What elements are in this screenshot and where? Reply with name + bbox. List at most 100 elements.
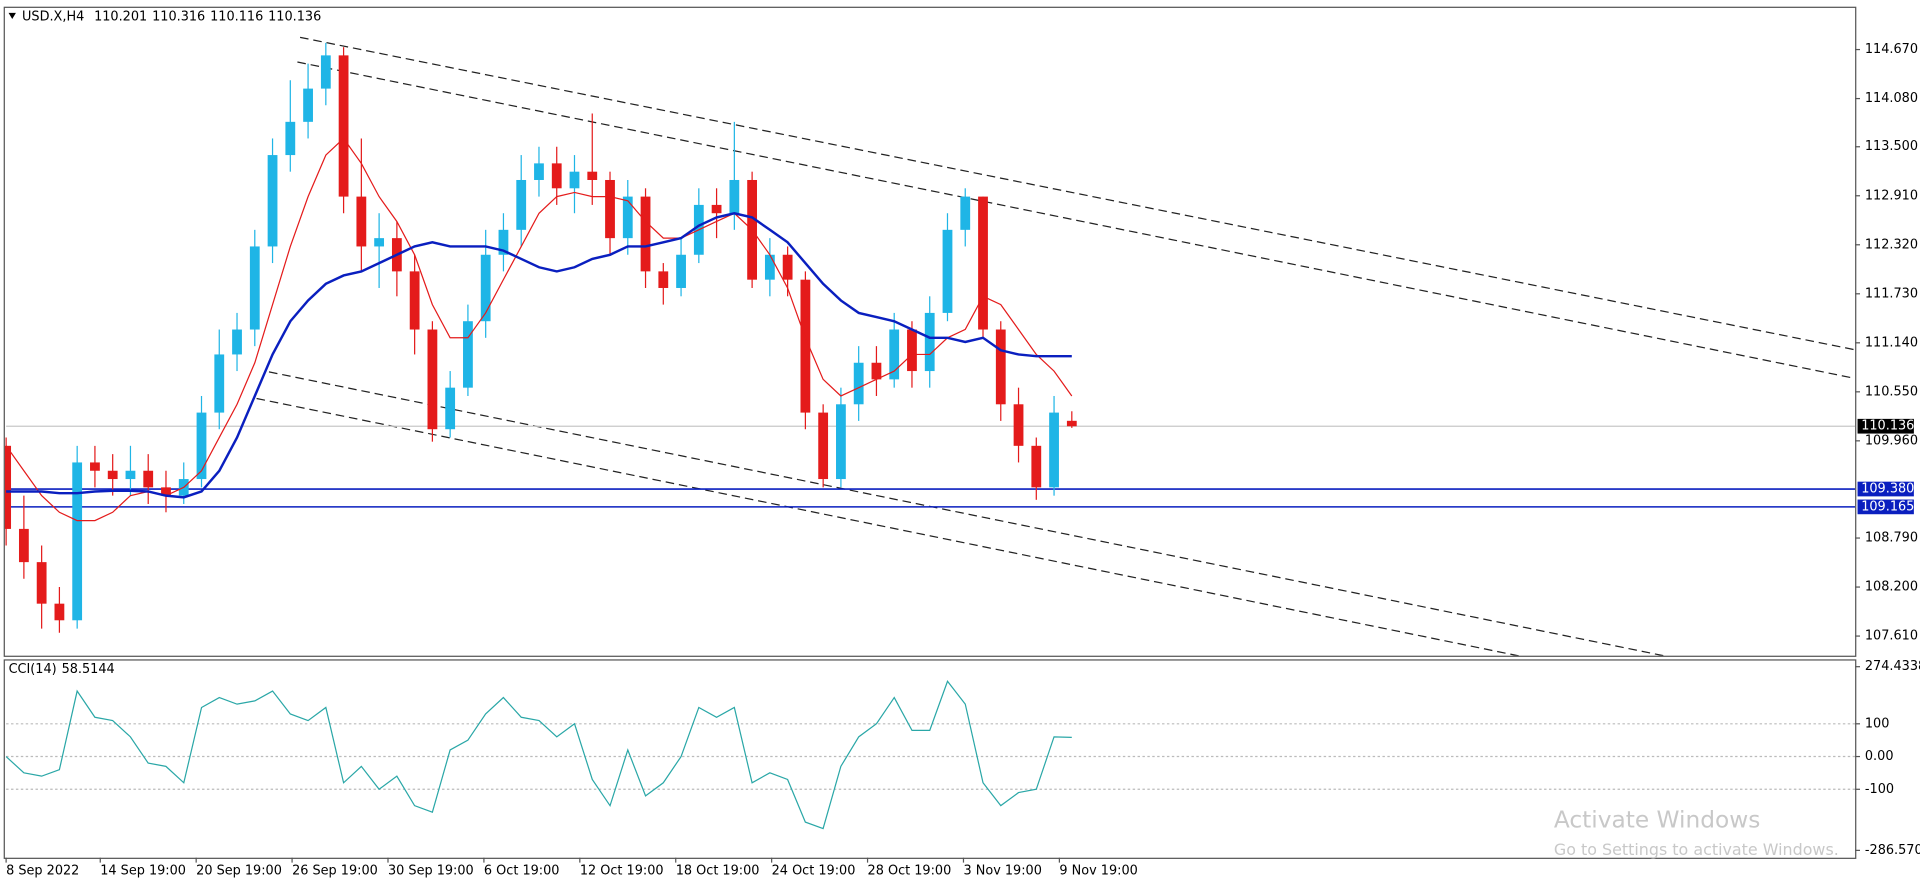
x-tick-label: 8 Sep 2022 [6,864,79,879]
candle-body [1066,420,1077,427]
candle-body [978,196,988,330]
candle-body [427,329,438,430]
y-tick-label: 108.790 [1865,531,1918,546]
level-label: 109.165 [1861,499,1914,514]
candle-body [356,196,367,247]
menu-triangle [8,12,16,19]
candle-body [605,179,615,239]
candle-body [161,487,171,496]
candle-body [498,229,509,255]
candle-body [924,312,935,372]
candle-body [285,121,296,156]
close-value: 110.136 [268,9,321,24]
cci-name: CCI(14) [9,662,57,677]
y-tick-label: 108.200 [1865,580,1918,595]
candle-body [36,562,47,604]
candle-body [942,229,953,313]
candle-body [196,412,207,480]
candle-body [374,238,385,247]
candle-body [143,470,154,488]
x-tick-label: 6 Oct 19:00 [484,864,560,879]
candle-body [534,163,544,180]
x-tick-label: 30 Sep 19:00 [388,864,474,879]
candle-body [995,329,1006,405]
candle-body [818,412,829,480]
x-tick-label: 12 Oct 19:00 [580,864,664,879]
candle-body [72,462,83,621]
candle-body [18,528,29,563]
cci-frame [3,659,1857,859]
candle-body [463,321,473,388]
y-tick-label: 112.320 [1865,237,1918,252]
candle-body [782,254,793,280]
current-price-label: 110.136 [1861,419,1914,434]
candle-body [249,246,260,330]
level-box [1857,481,1914,497]
high-value: 110.316 [152,9,205,24]
candle-body [800,279,811,413]
y-tick-label: 111.730 [1865,286,1918,301]
candle-body [658,271,669,288]
candle-body [1031,445,1042,488]
candle-body [1049,412,1059,488]
trendline [268,371,1666,656]
y-tick-label: 114.670 [1865,42,1918,57]
cci-header: CCI(14) 58.5144 [9,662,115,677]
y-tick-label: 112.910 [1865,188,1918,203]
current-price-box [1857,418,1914,434]
cci-line [5,680,1072,830]
candle-body [4,445,12,529]
candle-body [338,55,349,197]
moving-average [5,137,1073,522]
x-tick-label: 18 Oct 19:00 [676,864,760,879]
candle-body [853,362,864,405]
level-box [1857,499,1914,515]
trendline [297,61,1852,379]
x-tick-label: 28 Oct 19:00 [868,864,952,879]
candle-body [587,171,598,180]
candle-body [960,196,971,230]
candle-body [320,55,331,89]
candle-body [551,163,562,189]
candle-body [711,204,722,214]
candle-body [836,404,846,480]
candle-body [232,329,242,355]
x-tick-label: 26 Sep 19:00 [292,864,378,879]
symbol: USD.X,H4 [22,9,84,24]
low-value: 110.116 [210,9,263,24]
cci-area [5,680,1856,830]
watermark-text: Go to Settings to activate Windows. [1554,840,1839,859]
candle-body [622,196,633,239]
y2-tick-label: -286.5703 [1865,843,1920,858]
candle-body [569,171,580,189]
candle-body [107,470,118,480]
candle-body [445,387,456,430]
y-tick-label: 110.550 [1865,384,1918,399]
y2-tick-label: 0.00 [1865,749,1894,764]
candle-body [54,603,65,621]
candle-body [409,271,420,330]
y-tick-label: 111.140 [1865,335,1918,350]
candle-body [871,362,882,380]
plot-area [4,36,1856,656]
main-frame [3,6,1857,657]
y2-tick-label: 274.4338 [1865,659,1920,674]
level-label: 109.380 [1861,482,1914,497]
candle-body [90,462,100,471]
watermark-title: Activate Windows [1554,806,1760,833]
y-tick-label: 113.500 [1865,139,1918,154]
candle-body [889,329,900,380]
candle-body [214,354,225,413]
y-tick-label: 114.080 [1865,91,1918,106]
trendline [299,36,1856,351]
moving-average [6,212,1072,499]
candle-body [125,470,136,480]
y-tick-label: 107.610 [1865,629,1918,644]
candle-body [729,179,740,214]
candle-body [1013,404,1024,446]
candle-body [516,179,527,230]
candle-body [267,155,278,247]
